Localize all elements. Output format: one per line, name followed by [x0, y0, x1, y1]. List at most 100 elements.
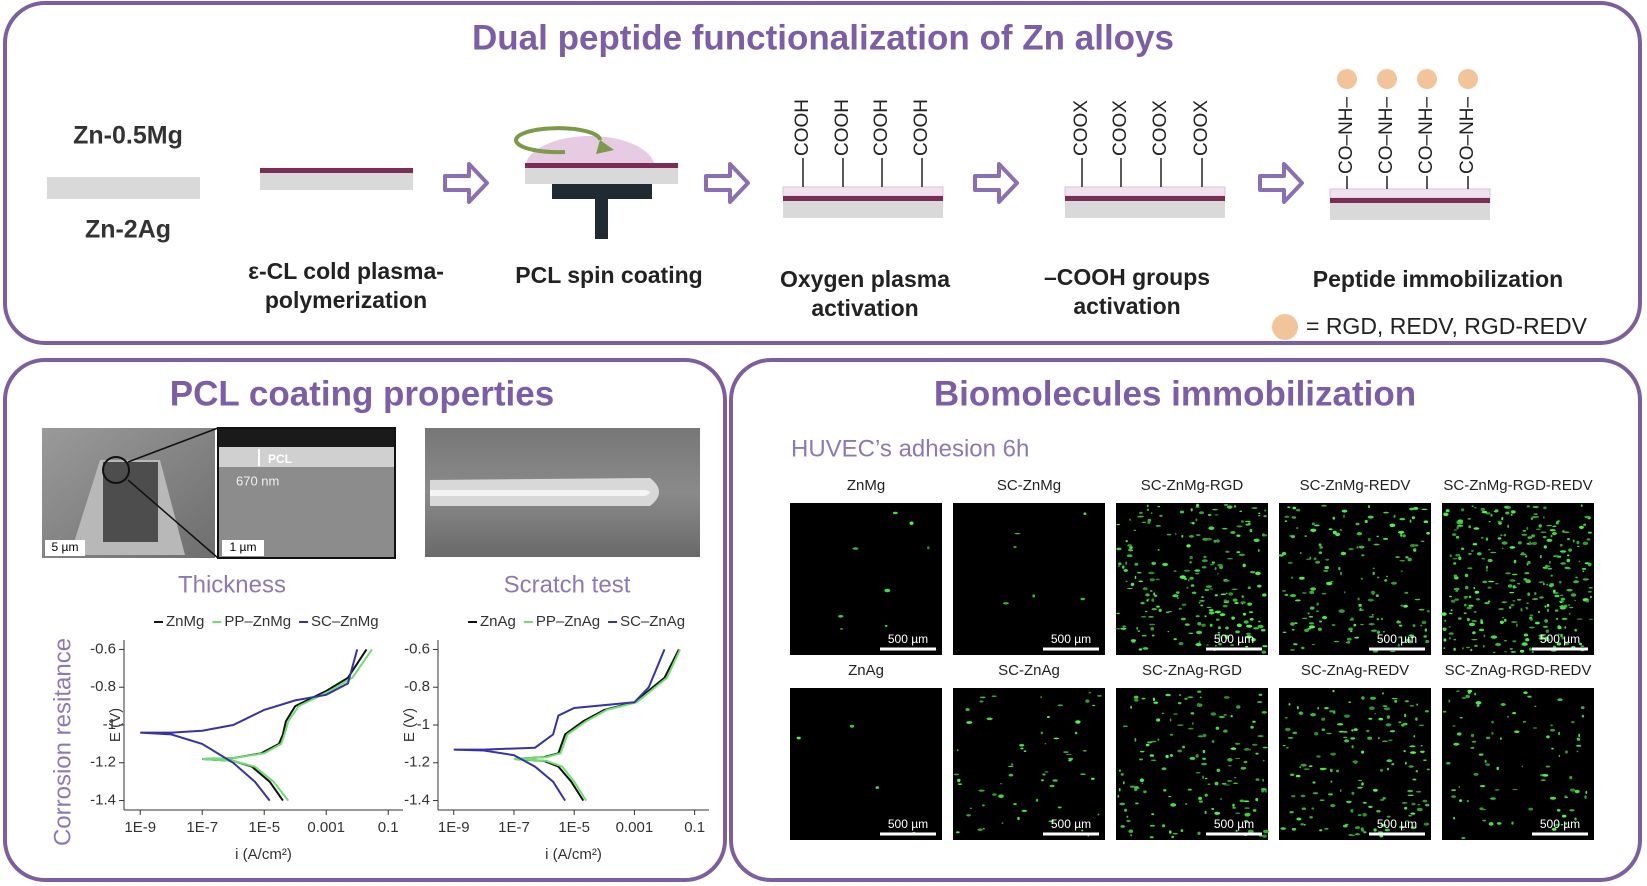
cell-dot [1258, 512, 1261, 515]
cell-dot [1282, 745, 1286, 747]
cell-dot [1198, 511, 1205, 515]
cell-dot [1451, 795, 1456, 798]
cell-dot [1301, 646, 1305, 650]
cell-dot [1330, 780, 1333, 783]
cell-dot [1403, 750, 1406, 753]
cell-dot [1204, 588, 1210, 592]
micrograph [790, 688, 942, 840]
cell-dot [1281, 552, 1287, 556]
cell-dot [892, 511, 898, 515]
cell-dot [1506, 716, 1510, 718]
cell-dot [1373, 828, 1377, 832]
cell-dot [1545, 629, 1549, 633]
cell-dot [1367, 736, 1372, 740]
cell-dot [1350, 737, 1356, 740]
cell-dot [1146, 504, 1149, 508]
cell-dot [1214, 781, 1219, 786]
sem-top [219, 429, 394, 447]
cell-dot [1179, 575, 1186, 579]
cell-dot [1551, 531, 1557, 536]
cell-dot [1566, 588, 1573, 592]
cell-dot [969, 807, 973, 810]
cell-dot [1526, 602, 1529, 604]
cell-dot [1199, 696, 1202, 699]
cell-dot [1198, 800, 1203, 803]
cell-dot [1425, 639, 1430, 644]
cell-dot [1195, 506, 1200, 508]
cell-dot [1182, 745, 1186, 749]
cell-dot [1173, 638, 1177, 641]
cell-dot [1413, 735, 1416, 738]
cell-dot [1495, 583, 1499, 585]
cell-dot [1013, 803, 1017, 806]
cell-dot [1448, 626, 1451, 628]
cell-dot [1404, 591, 1409, 594]
cell-dot [1381, 692, 1385, 695]
cell-dot [1547, 567, 1553, 570]
cell-dot [1504, 651, 1508, 653]
cell-dot [1582, 570, 1585, 573]
cell-dot [1291, 576, 1294, 579]
cell-dot [1443, 512, 1449, 517]
cell-dot [1157, 738, 1160, 741]
cell-dot [1195, 518, 1198, 522]
cell-dot [1514, 730, 1520, 734]
cell-dot [1391, 763, 1395, 766]
cell-dot [1462, 647, 1464, 650]
cell-dot [1468, 595, 1472, 599]
cell-dot [1376, 618, 1380, 621]
scale-label: 500 µm [1540, 632, 1580, 646]
cell-dot [1537, 610, 1541, 614]
cell-dot [1206, 606, 1212, 609]
cell-dot [1136, 626, 1138, 630]
cell-dot [1248, 611, 1254, 613]
cell-dot [1452, 725, 1456, 727]
cell-dot [966, 814, 971, 817]
cell-dot [1424, 710, 1429, 713]
image-label: SC-ZnMg-RGD [1141, 477, 1244, 494]
cell-dot [1379, 639, 1382, 641]
cell-dot [1215, 645, 1217, 647]
cell-dot [1184, 697, 1188, 700]
cell-dot [1141, 783, 1144, 785]
cell-dot [1255, 797, 1259, 802]
cell-dot [1391, 581, 1397, 585]
material-label: Zn-0.5Mg [73, 122, 183, 150]
cell-dot [1197, 702, 1200, 706]
cell-dot [1324, 827, 1329, 830]
cell-dot [1499, 620, 1504, 624]
cell-dot [1464, 603, 1467, 607]
cell-dot [1564, 795, 1567, 798]
cell-dot [1453, 587, 1460, 591]
cell-dot [1172, 832, 1178, 835]
cell-dot [1569, 606, 1574, 609]
cell-dot [1129, 546, 1133, 550]
cell-dot [1146, 508, 1150, 511]
cell-dot [1492, 651, 1496, 654]
cell-dot [1485, 736, 1491, 740]
cell-dot [1204, 615, 1207, 618]
cell-dot [957, 778, 961, 783]
cell-dot [1150, 740, 1157, 743]
cell-dot [1218, 633, 1221, 636]
cell-dot [1370, 590, 1376, 594]
cell-dot [875, 786, 880, 789]
cell-dot [1239, 510, 1243, 513]
cell-dot [1138, 580, 1143, 583]
cell-dot [1131, 639, 1136, 643]
cell-dot [1225, 550, 1230, 553]
scale-label: 500 µm [1377, 632, 1417, 646]
cell-dot [796, 736, 801, 740]
cell-dot [1371, 629, 1377, 632]
cell-dot [1343, 731, 1348, 733]
cell-dot [1221, 527, 1228, 530]
cell-dot [1540, 779, 1546, 781]
legend-label: ZnAg [480, 613, 516, 630]
cell-dot [1410, 812, 1416, 815]
cell-dot [1017, 816, 1020, 821]
cell-dot [1319, 829, 1323, 832]
cell-dot [1405, 820, 1410, 822]
cell-dot [1242, 563, 1246, 568]
cell-dot [1233, 782, 1238, 784]
cell-dot [1471, 620, 1477, 622]
